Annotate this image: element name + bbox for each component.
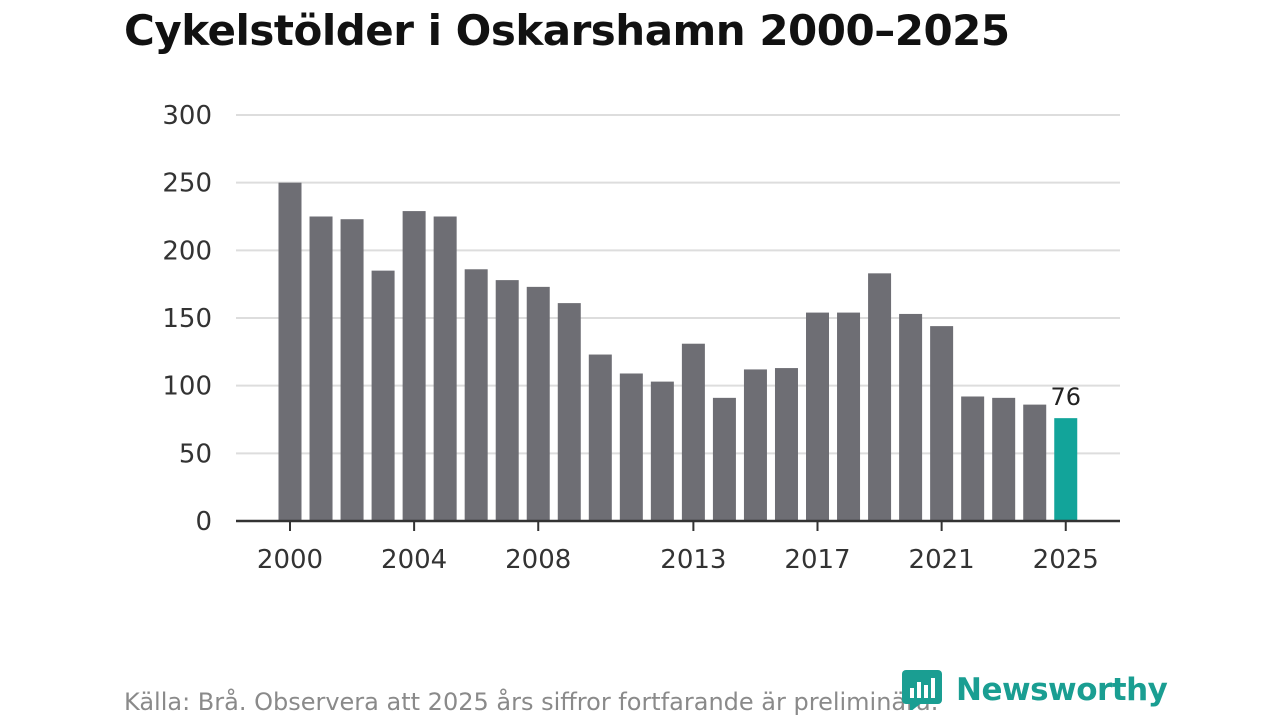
newsworthy-logo-text: Newsworthy: [956, 672, 1168, 708]
bar-2024: [1023, 404, 1047, 521]
bar-2012: [650, 381, 674, 521]
bar-2000: [278, 182, 302, 522]
bar-2007: [495, 280, 519, 521]
bar-2019: [868, 273, 892, 521]
bar-2022: [961, 396, 985, 521]
bar-2002: [340, 219, 364, 521]
bar-2009: [557, 303, 581, 521]
bar-2020: [899, 313, 923, 521]
y-tick-label: 50: [179, 439, 212, 469]
bar-2004: [402, 211, 426, 521]
bar-2021: [930, 326, 954, 521]
x-tick-label: 2017: [784, 545, 850, 575]
bar-2025: [1054, 418, 1078, 521]
bar-2018: [837, 312, 861, 521]
bar-2006: [464, 269, 488, 521]
bar-2010: [588, 354, 612, 521]
y-tick-label: 200: [162, 236, 212, 266]
y-tick-label: 100: [162, 372, 212, 402]
data-labels: 76: [1050, 383, 1081, 411]
newsworthy-logo: Newsworthy: [902, 670, 1168, 710]
bar-2008: [526, 286, 550, 521]
bar-2013: [681, 343, 705, 521]
x-tick-label: 2013: [660, 545, 726, 575]
bar-2003: [371, 270, 395, 521]
y-tick-label: 300: [162, 101, 212, 131]
x-tick-label: 2004: [381, 545, 447, 575]
y-tick-label: 250: [162, 169, 212, 199]
bars: [236, 182, 1120, 523]
bar-2016: [774, 368, 798, 521]
x-tick-label: 2000: [257, 545, 323, 575]
x-tick-label: 2021: [909, 545, 975, 575]
bar-2011: [619, 373, 643, 521]
bar-2014: [712, 397, 736, 521]
x-tick-label: 2008: [505, 545, 571, 575]
chart-title: Cykelstölder i Oskarshamn 2000–2025: [124, 6, 1010, 55]
source-note: Källa: Brå. Observera att 2025 års siffr…: [124, 688, 939, 716]
y-axis-ticks: 0 50 100 150 200 250 300: [162, 101, 212, 537]
bar-2001: [309, 216, 333, 521]
bar-2005: [433, 216, 457, 521]
bar-2015: [743, 369, 767, 521]
x-axis-ticks: 2000 2004 2008 2013 2017 2021 2025: [257, 521, 1099, 575]
y-tick-label: 0: [195, 507, 212, 537]
gridlines: [236, 114, 1120, 455]
x-tick-label: 2025: [1033, 545, 1099, 575]
newsworthy-logo-icon: [902, 670, 942, 710]
y-tick-label: 150: [162, 304, 212, 334]
bar-2017: [806, 312, 830, 521]
bar-2023: [992, 397, 1016, 521]
highlight-value-label: 76: [1050, 383, 1081, 411]
